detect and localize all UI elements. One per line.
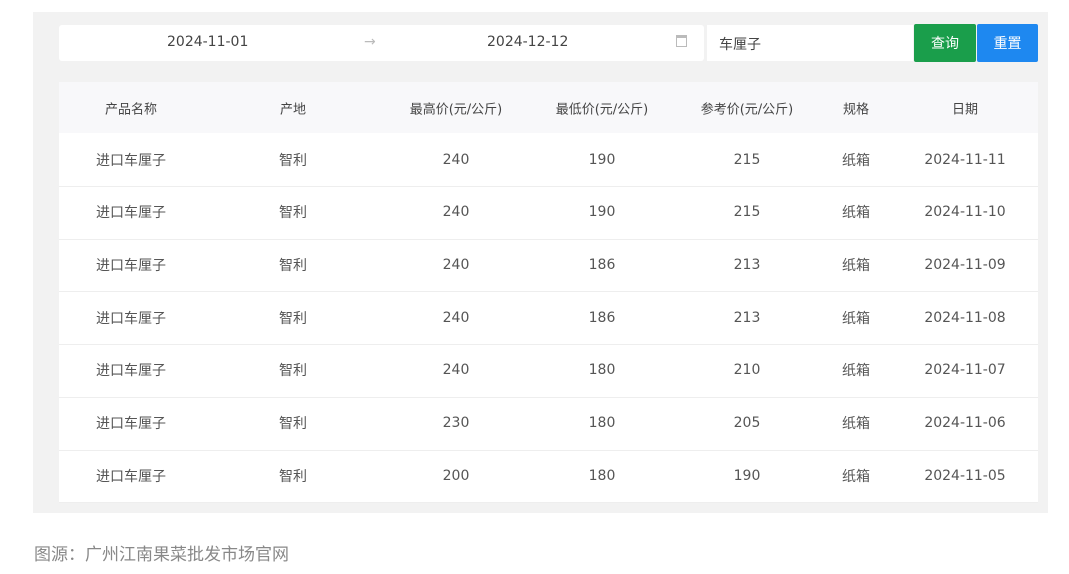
table-cell: 215 [733,151,761,168]
end-date-input[interactable]: 2024-12-12 [487,34,569,50]
table-cell: 213 [733,256,761,273]
column-header: 参考价(元/公斤) [700,102,794,117]
table-cell: 215 [733,204,761,221]
table-cell: 186 [588,309,616,326]
table-cell: 213 [733,309,761,326]
image-caption: 图源：广州江南果菜批发市场官网 [34,545,289,565]
table-row: 进口车厘子 智利 240 186 213 纸箱 2024-11-08 [59,291,1038,346]
table-row: 进口车厘子 智利 240 190 215 纸箱 2024-11-10 [59,186,1038,240]
table-cell: 240 [442,309,470,326]
table-cell: 纸箱 [842,363,870,380]
reset-button[interactable]: 重置 [977,24,1038,62]
table-cell: 230 [442,415,470,431]
table-cell: 180 [588,467,616,484]
table-cell: 纸箱 [842,257,870,274]
table-cell: 进口车厘子 [96,257,166,274]
table-cell: 智利 [279,152,307,169]
table-cell: 纸箱 [842,152,870,169]
column-header: 规格 [842,102,870,117]
calendar-icon[interactable] [676,35,687,47]
table-cell: 2024-11-09 [924,256,1006,273]
table-header: 产品名称 产地 最高价(元/公斤) 最低价(元/公斤) 参考价(元/公斤) 规格 日期 [59,82,1038,133]
arrow-right-icon: → [364,34,376,50]
table-cell: 200 [442,467,470,484]
table-cell: 205 [733,415,761,431]
table-cell: 纸箱 [842,468,870,485]
column-header: 最低价(元/公斤) [555,102,649,117]
column-header: 日期 [951,102,979,117]
table-cell: 180 [588,415,616,431]
price-table: 产品名称 产地 最高价(元/公斤) 最低价(元/公斤) 参考价(元/公斤) 规格 日期 进口… [59,82,1038,504]
keyword-input[interactable]: 车厘子 [707,25,913,61]
table-cell: 智利 [279,468,307,485]
table-cell: 智利 [279,363,307,380]
table-cell: 190 [588,151,616,168]
table-cell: 纸箱 [842,310,870,327]
table-cell: 210 [733,362,761,379]
table-cell: 智利 [279,257,307,274]
table-cell: 进口车厘子 [96,310,166,327]
column-header: 产品名称 [104,102,158,117]
table-row: 进口车厘子 智利 240 186 213 纸箱 2024-11-09 [59,238,1038,293]
table-cell: 186 [588,256,616,273]
column-header: 最高价(元/公斤) [409,102,503,117]
date-range-picker[interactable]: 2024-11-01 → 2024-12-12 [59,25,704,61]
table-cell: 智利 [279,205,307,222]
table-cell: 进口车厘子 [96,363,166,380]
table-cell: 智利 [279,416,307,432]
table-cell: 2024-11-05 [924,467,1006,484]
query-button[interactable]: 查询 [914,24,976,62]
table-cell: 240 [442,256,470,273]
table-cell: 180 [588,362,616,379]
table-cell: 190 [588,204,616,221]
table-cell: 进口车厘子 [96,468,166,485]
table-cell: 2024-11-07 [924,362,1006,379]
table-cell: 纸箱 [842,205,870,222]
table-cell: 240 [442,151,470,168]
table-row: 进口车厘子 智利 240 180 210 纸箱 2024-11-07 [59,344,1038,398]
table-cell: 240 [442,204,470,221]
table-cell: 2024-11-06 [924,415,1006,431]
keyword-value: 车厘子 [719,37,761,53]
column-header: 产地 [279,102,307,117]
table-cell: 进口车厘子 [96,205,166,222]
table-cell: 进口车厘子 [96,416,166,432]
table-cell: 190 [733,467,761,484]
start-date-input[interactable]: 2024-11-01 [167,34,249,50]
table-cell: 进口车厘子 [96,152,166,169]
table-cell: 智利 [279,310,307,327]
table-row: 进口车厘子 智利 240 190 215 纸箱 2024-11-11 [59,133,1038,187]
table-cell: 2024-11-08 [924,309,1006,326]
table-cell: 240 [442,362,470,379]
table-cell: 2024-11-10 [924,204,1006,221]
table-row: 进口车厘子 智利 200 180 190 纸箱 2024-11-05 [59,449,1038,504]
table-cell: 纸箱 [842,416,870,432]
table-cell: 2024-11-11 [924,151,1006,168]
table-row: 进口车厘子 智利 230 180 205 纸箱 2024-11-06 [59,397,1038,451]
